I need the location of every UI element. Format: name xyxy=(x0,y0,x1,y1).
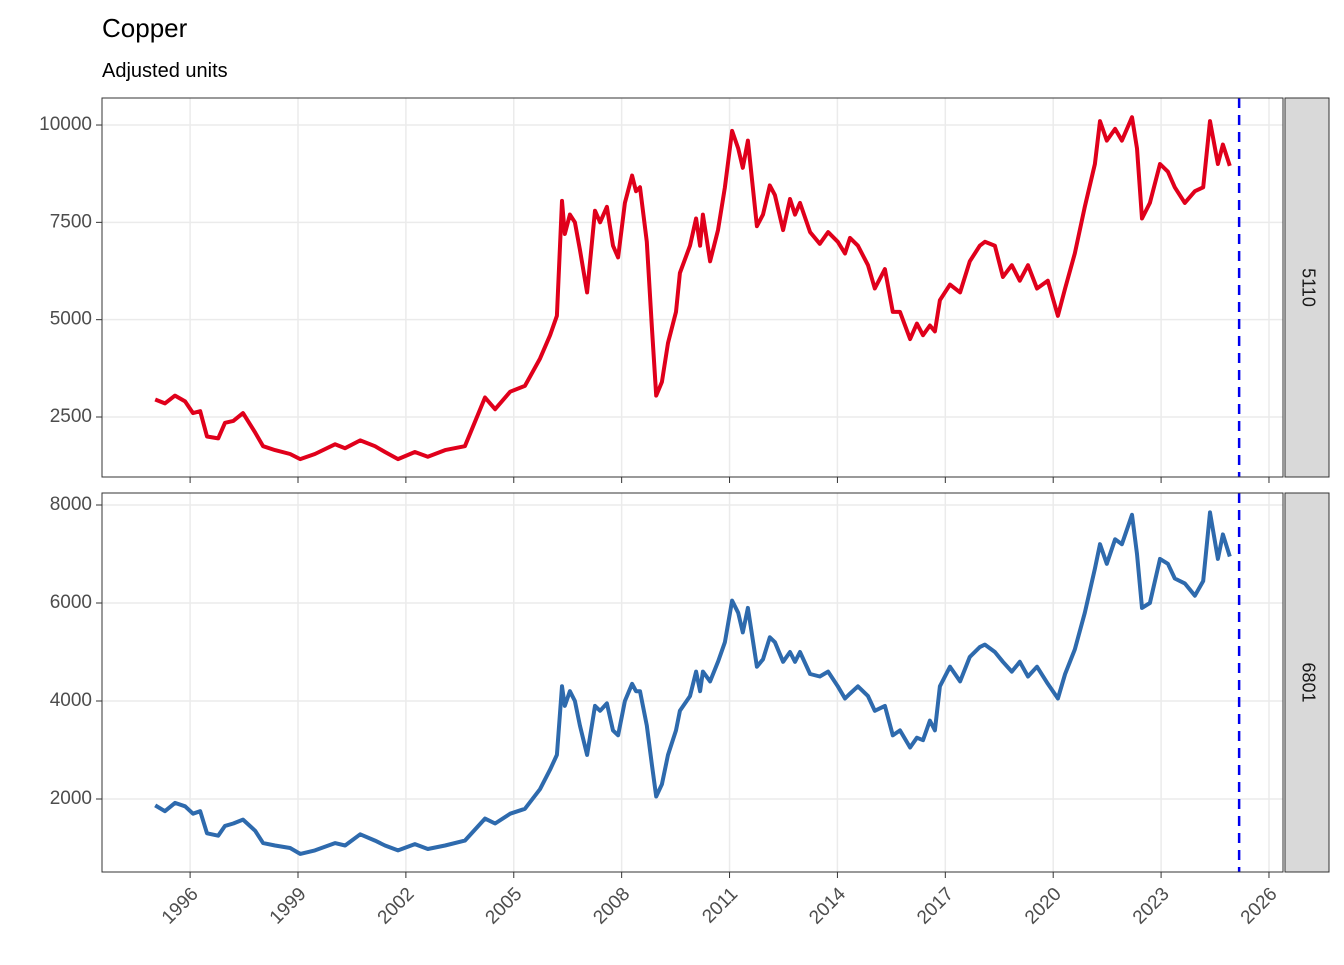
chart-subtitle: Adjusted units xyxy=(102,60,228,82)
x-tick-label: 2005 xyxy=(482,884,527,929)
y-tick-label: 4000 xyxy=(50,690,92,711)
x-tick-label: 1999 xyxy=(266,884,311,929)
x-tick-label: 2020 xyxy=(1021,884,1066,929)
y-tick-label: 5000 xyxy=(50,309,92,330)
panel-border xyxy=(101,97,1284,478)
y-tick-label: 7500 xyxy=(50,211,92,232)
x-tick-label: 2008 xyxy=(589,884,634,929)
strip xyxy=(1284,97,1330,478)
y-tick-label: 8000 xyxy=(50,494,92,515)
x-tick-label: 2026 xyxy=(1237,884,1282,929)
x-tick-label: 2002 xyxy=(374,884,419,929)
x-tick-label: 2011 xyxy=(698,884,742,928)
x-tick-label: 2023 xyxy=(1129,884,1174,929)
x-tick-label: 1996 xyxy=(158,884,203,929)
strip xyxy=(1284,492,1330,873)
series-line xyxy=(154,510,1232,856)
y-tick-label: 2000 xyxy=(50,788,92,809)
chart-title: Copper xyxy=(102,13,188,43)
x-tick-label: 2017 xyxy=(913,884,958,929)
x-tick-label: 2014 xyxy=(805,883,850,928)
y-tick-label: 2500 xyxy=(50,406,92,427)
y-tick-label: 10000 xyxy=(39,114,92,135)
strip-label: 6801 xyxy=(1298,662,1318,702)
panel-border xyxy=(101,492,1284,873)
panel-background xyxy=(102,98,1283,477)
series-line xyxy=(154,115,1232,462)
strip-label: 5110 xyxy=(1298,268,1318,307)
y-tick-label: 6000 xyxy=(50,592,92,613)
